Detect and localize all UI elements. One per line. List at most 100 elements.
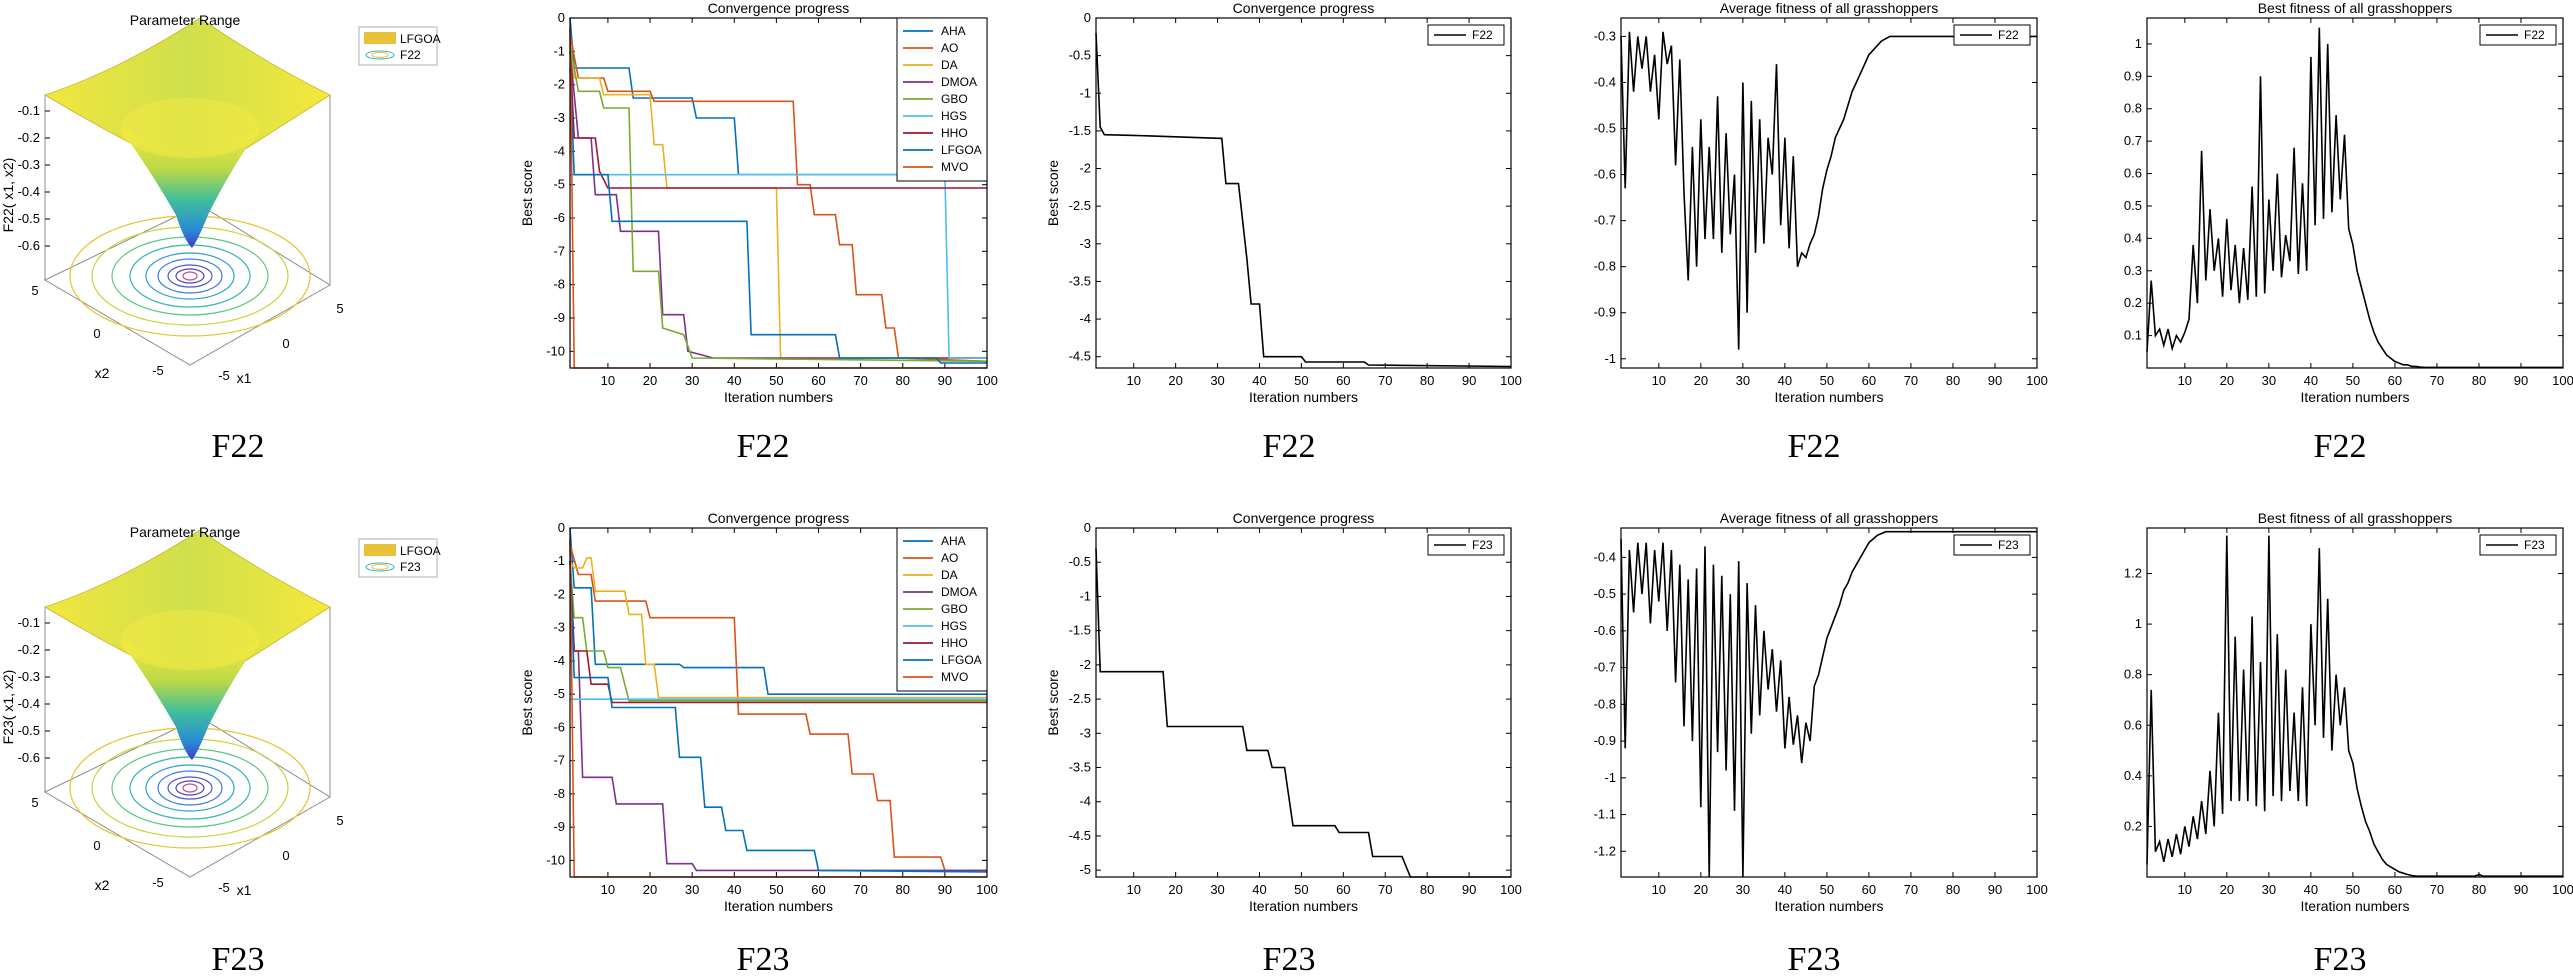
- y-tick-label: -4.5: [1069, 828, 1091, 843]
- x-tick-label: 70: [2430, 882, 2444, 897]
- legend-label-lfgoa: LFGOA: [941, 143, 982, 157]
- x-tick-label: 20: [1694, 373, 1708, 388]
- x-tick-label: 50: [2346, 373, 2360, 388]
- contour-ring: [129, 756, 251, 820]
- x-tick-label: 80: [1946, 373, 1960, 388]
- x2-axis-label: x2: [95, 365, 110, 381]
- x-tick-label: 60: [2388, 882, 2402, 897]
- z-tick-label: -0.5: [18, 723, 40, 738]
- x-tick-label: 50: [1820, 882, 1834, 897]
- chart-title: Best fitness of all grasshoppers: [2258, 510, 2453, 526]
- chart-title: Parameter Range: [130, 524, 241, 540]
- y-tick-label: 0.6: [2124, 717, 2142, 732]
- x-tick-label: 70: [1904, 373, 1918, 388]
- x-tick-label: 10: [2178, 373, 2192, 388]
- y-tick-label: -3.5: [1069, 760, 1091, 775]
- y-tick-label: -0.5: [1069, 48, 1091, 63]
- y-tick-label: 0: [1084, 10, 1091, 25]
- series-line-hho: [569, 51, 987, 189]
- y-tick-label: -3: [553, 110, 565, 125]
- legend-label-function: F23: [400, 560, 421, 574]
- legend-label-da: DA: [941, 58, 958, 72]
- plot-frame: [1095, 527, 1512, 878]
- x-tick-label: 10: [601, 373, 615, 388]
- y-tick-label: -7: [553, 753, 565, 768]
- x-tick-label: 30: [2262, 882, 2276, 897]
- y-tick-label: -9: [553, 819, 565, 834]
- x-tick-label: 90: [2514, 882, 2528, 897]
- caption-r2-c5: F23: [2314, 941, 2367, 978]
- y-tick-label: -1: [1079, 588, 1091, 603]
- chart-title: Convergence progress: [708, 510, 850, 526]
- y-tick-label: 0: [558, 520, 565, 535]
- y-tick-label: -0.9: [1594, 305, 1616, 320]
- legend-swatch-contour-inner: [371, 564, 389, 570]
- contour-ring: [175, 780, 205, 796]
- x-tick-label: 10: [1126, 373, 1140, 388]
- best-fitness-f23: Best fitness of all grasshoppers 10 20 30 40…: [2124, 510, 2573, 914]
- y-tick-label: -4: [1079, 311, 1091, 326]
- z-tick-label: -0.2: [18, 130, 40, 145]
- y-tick-label: -3: [1079, 236, 1091, 251]
- y-tick-label: -10: [546, 852, 565, 867]
- caption-r2-c4: F23: [1788, 941, 1841, 978]
- series-line-da: [569, 557, 987, 699]
- x2-tick-label: 0: [93, 326, 100, 341]
- caption-r1-c4: F22: [1788, 428, 1841, 465]
- x1-tick-label: -5: [218, 368, 230, 383]
- y-tick-label: -6: [553, 719, 565, 734]
- series-line-f23: [1620, 530, 2037, 878]
- x-tick-label: 50: [2346, 882, 2360, 897]
- convergence-multi-f22: Convergence progress 10 20 30 40 50 60 70 80 90 10…: [519, 0, 998, 405]
- z-tick-label: -0.6: [18, 238, 40, 253]
- legend-label-gbo: GBO: [941, 92, 968, 106]
- chart-title: Convergence progress: [708, 0, 850, 16]
- x-axis-label: Iteration numbers: [2301, 389, 2410, 405]
- y-tick-label: -2: [1079, 161, 1091, 176]
- legend-swatch-contour: [365, 50, 395, 60]
- legend-label-aha: AHA: [941, 24, 966, 38]
- plot-frame: [569, 527, 988, 878]
- y-tick-label: 1.2: [2124, 566, 2142, 581]
- z-axis-label: F23( x1, x2): [0, 670, 16, 745]
- y-tick-label: -4: [553, 653, 565, 668]
- x-tick-label: 20: [2220, 373, 2234, 388]
- x-tick-label: 50: [1294, 373, 1308, 388]
- x-tick-label: 70: [1904, 882, 1918, 897]
- y-tick-label: -0.3: [1594, 28, 1616, 43]
- x-tick-label: 30: [685, 373, 699, 388]
- caption-r1-c2: F22: [737, 428, 790, 465]
- legend-label: F23: [2524, 538, 2545, 552]
- series-line-f22: [1095, 33, 1512, 368]
- x-tick-label: 100: [976, 373, 998, 388]
- y-tick-label: -2.5: [1069, 198, 1091, 213]
- x-tick-label: 90: [2514, 373, 2528, 388]
- x-tick-label: 50: [769, 373, 783, 388]
- contour-ring: [182, 271, 198, 281]
- y-tick-label: -5: [1079, 862, 1091, 877]
- x-tick-label: 60: [811, 373, 825, 388]
- x-tick-label: 70: [1378, 373, 1392, 388]
- y-tick-label: 1: [2135, 616, 2142, 631]
- floor-outline: [43, 204, 331, 366]
- surface-funnel: [120, 128, 260, 248]
- y-tick-label: 0.5: [2124, 198, 2142, 213]
- y-axis-label: Best score: [1045, 160, 1061, 226]
- floor-outline: [43, 716, 331, 878]
- z-tick-label: -0.5: [18, 211, 40, 226]
- x-tick-label: 10: [2178, 882, 2192, 897]
- x-tick-label: 70: [853, 373, 867, 388]
- convergence-lfgoa-f23: Convergence progress 10 20 30 40 50 60 70 80 90 10…: [1045, 510, 1522, 914]
- x-tick-label: 50: [1820, 373, 1834, 388]
- legend-label-da: DA: [941, 568, 958, 582]
- contour-ring: [129, 244, 251, 308]
- y-tick-label: -0.5: [1069, 554, 1091, 569]
- y-tick-label: -2: [553, 77, 565, 92]
- contour-ring: [111, 236, 269, 316]
- plot-frame: [2146, 527, 2564, 878]
- x-tick-label: 90: [1988, 882, 2002, 897]
- y-tick-label: 0.8: [2124, 101, 2142, 116]
- contour-ring: [157, 770, 223, 806]
- x2-tick-label: 5: [31, 795, 38, 810]
- y-tick-label: -9: [553, 310, 565, 325]
